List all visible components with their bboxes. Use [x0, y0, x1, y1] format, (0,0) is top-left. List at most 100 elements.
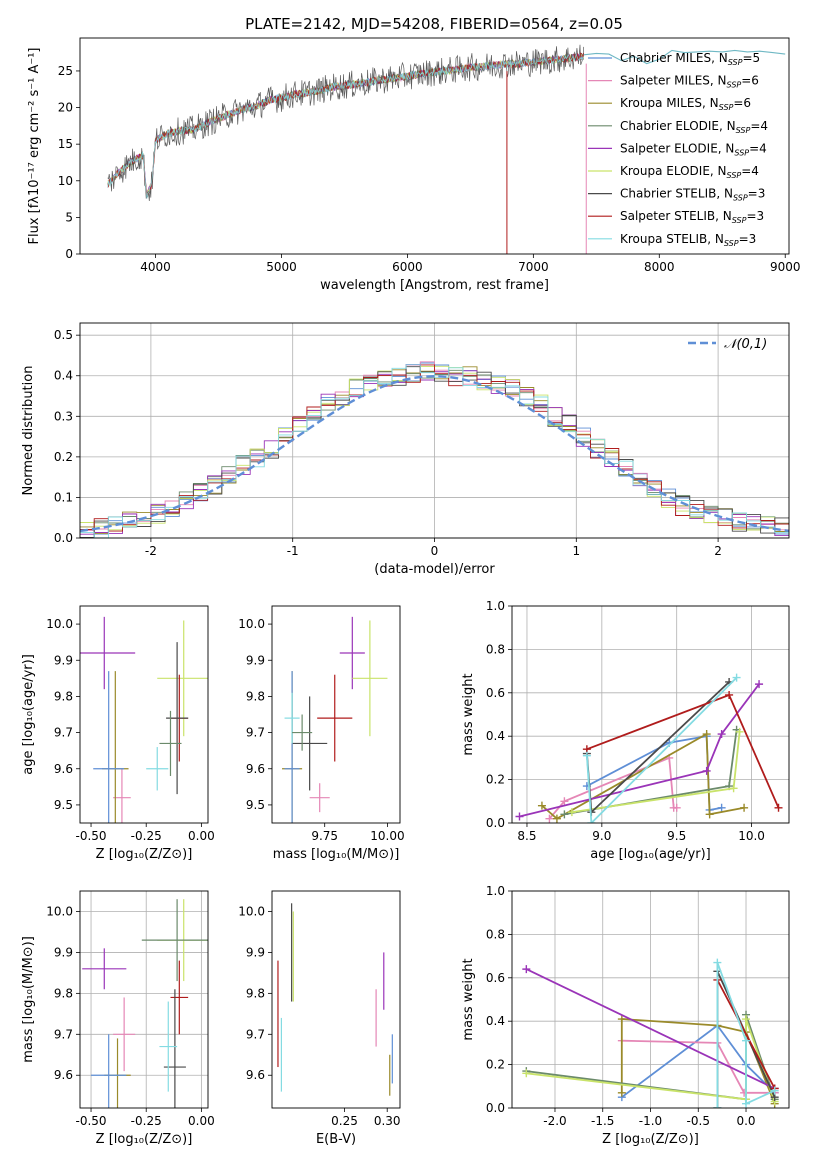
mass-vs-Z-xtick-label: -0.50: [76, 1114, 107, 1128]
age-vs-Z-ytick-label: 9.5: [54, 798, 73, 812]
residual-histogram: [80, 364, 789, 532]
weight-vs-Z-marker: [742, 1036, 751, 1045]
normal-curve: [80, 374, 789, 533]
weight-vs-Z-xtick-label: 0.0: [736, 1114, 755, 1128]
weight-vs-age-marker: [725, 690, 734, 699]
mass-vs-Z-frame: [79, 890, 209, 1109]
weight-vs-age-ytick-label: 0.8: [486, 642, 505, 656]
weight-vs-age-marker: [582, 751, 591, 760]
mass-vs-Z-ylabel: mass [log₁₀(M/M⊙)]: [21, 936, 36, 1063]
spectrum-xtick-label: 9000: [770, 260, 801, 274]
legend-label-tail: =4: [750, 119, 768, 133]
spectrum-xtick-label: 7000: [518, 260, 549, 274]
residuals-frame: [79, 322, 790, 539]
mass-vs-EBV-ytick-label: 9.8: [246, 986, 265, 1000]
spectrum-xtick-label: 4000: [140, 260, 171, 274]
residuals-ytick-label: 0.4: [54, 369, 73, 383]
residuals-axes: -2 -1 0 1 2 0.0 0.1 0.2 0.3 0.4 0.5 (data-model)/er…: [21, 322, 790, 577]
spectrum-ylabel: Flux [fλ10⁻¹⁷ erg cm⁻² s⁻¹ A⁻¹]: [27, 48, 42, 245]
weight-vs-age-marker: [740, 803, 749, 812]
legend-label: Chabrier STELIB, NSSP=3: [620, 187, 765, 203]
weight-vs-age-marker: [672, 803, 681, 812]
weight-vs-age-series-line: [571, 731, 741, 813]
weight-vs-Z-marker: [617, 1088, 626, 1097]
weight-vs-Z-plot-area: [522, 958, 779, 1108]
age-vs-Z-frame: [79, 605, 209, 824]
figure-title: PLATE=2142, MJD=54208, FIBERID=0564, z=0…: [245, 15, 623, 33]
spectrum-xlabel: wavelength [Angstrom, rest frame]: [320, 278, 549, 293]
legend-label: Salpeter MILES, NSSP=6: [620, 74, 759, 90]
legend-label: Kroupa ELODIE, NSSP=4: [620, 164, 759, 180]
spectrum-series-line: [107, 53, 584, 196]
mass-vs-EBV-ytick-label: 9.6: [246, 1068, 265, 1082]
weight-vs-age-marker: [705, 810, 714, 819]
age-vs-mass-plot-area: [282, 616, 388, 823]
mass-vs-EBV-ytick-label: 10.0: [238, 904, 265, 918]
weight-vs-age-ytick-label: 0.0: [486, 816, 505, 830]
legend-label-text: Kroupa ELODIE, N: [620, 164, 727, 178]
spectrum-ytick-label: 25: [58, 64, 73, 78]
spectrum-ytick-label: 5: [65, 210, 73, 224]
mass-vs-Z-xtick-label: 0.00: [188, 1114, 215, 1128]
weight-vs-age-marker: [515, 812, 524, 821]
legend-label-sub: SSP: [719, 103, 734, 112]
residuals-xtick-label: -1: [287, 544, 299, 558]
age-vs-Z-xtick-label: 0.00: [188, 829, 215, 843]
legend-label-tail: =3: [739, 232, 757, 246]
weight-vs-age-marker: [702, 730, 711, 739]
mass-vs-Z-ytick-label: 9.6: [54, 1068, 73, 1082]
weight-vs-age-marker: [732, 673, 741, 682]
weight-vs-age-marker: [717, 803, 726, 812]
spectrum-series-line: [107, 44, 585, 202]
residuals-xtick-label: -2: [145, 544, 157, 558]
weight-vs-age-ytick-label: 1.0: [486, 599, 505, 613]
spectrum-series-line: [107, 53, 584, 199]
weight-vs-age-series-line: [586, 693, 780, 809]
legend-label-text: Chabrier MILES, N: [620, 51, 728, 65]
weight-vs-Z-marker: [522, 965, 531, 974]
spectrum-series-line: [107, 53, 584, 197]
spectrum-xtick-label: 6000: [392, 260, 423, 274]
residuals-ytick-label: 0.1: [54, 490, 73, 504]
weight-vs-age-marker: [702, 766, 711, 775]
legend-label-tail: =6: [733, 96, 751, 110]
weight-vs-Z-xlabel: Z [log₁₀(Z/Z⊙)]: [602, 1132, 699, 1147]
mass-vs-EBV-xtick-label: 0.25: [331, 1114, 358, 1128]
age-vs-Z-ytick-label: 9.9: [54, 653, 73, 667]
weight-vs-age-marker: [537, 801, 546, 810]
age-vs-mass-ytick-label: 9.6: [246, 762, 265, 776]
weight-vs-Z-xtick-label: -0.5: [687, 1114, 710, 1128]
mass-vs-EBV-plot-area: [277, 903, 393, 1096]
mass-vs-EBV-xlabel: E(B-V): [316, 1132, 356, 1147]
mass-vs-Z-plot-area: [82, 899, 208, 1108]
legend-label: Chabrier MILES, NSSP=5: [620, 51, 760, 67]
legend-label-text: Chabrier ELODIE, N: [620, 119, 736, 133]
mass-vs-EBV-frame: [271, 890, 401, 1109]
legend-label-text: Chabrier STELIB, N: [620, 187, 733, 201]
weight-vs-age-marker: [774, 803, 783, 812]
legend-label-sub: SSP: [727, 171, 742, 180]
legend-label-text: Kroupa MILES, N: [620, 96, 719, 110]
weight-vs-Z-marker: [617, 1015, 626, 1024]
spectrum-series-line: [107, 53, 584, 197]
mass-vs-Z-ytick-label: 9.8: [54, 986, 73, 1000]
legend-label-text: Salpeter MILES, N: [620, 74, 727, 88]
age-vs-Z-ytick-label: 9.6: [54, 762, 73, 776]
weight-vs-Z-marker: [770, 1086, 779, 1095]
weight-vs-Z-xtick-label: -1.0: [639, 1114, 662, 1128]
residuals-ytick-label: 0.0: [54, 531, 73, 545]
age-vs-Z-plot-area: [80, 616, 208, 823]
legend-label: Salpeter ELODIE, NSSP=4: [620, 141, 767, 157]
legend-label-sub: SSP: [724, 239, 739, 248]
legend-label: Kroupa MILES, NSSP=6: [620, 96, 751, 112]
weight-vs-age-xtick-label: 9.0: [592, 829, 611, 843]
weight-vs-age-series-line: [519, 683, 760, 818]
weight-vs-age-marker: [560, 810, 569, 819]
spectrum-ytick-label: 0: [65, 247, 73, 261]
spectrum-ytick-label: 10: [58, 174, 73, 188]
legend-label-sub: SSP: [727, 81, 742, 90]
weight-vs-Z-ytick-label: 1.0: [486, 884, 505, 898]
weight-vs-Z-xtick-label: -1.5: [591, 1114, 614, 1128]
age-vs-Z-xtick-label: -0.25: [131, 829, 162, 843]
